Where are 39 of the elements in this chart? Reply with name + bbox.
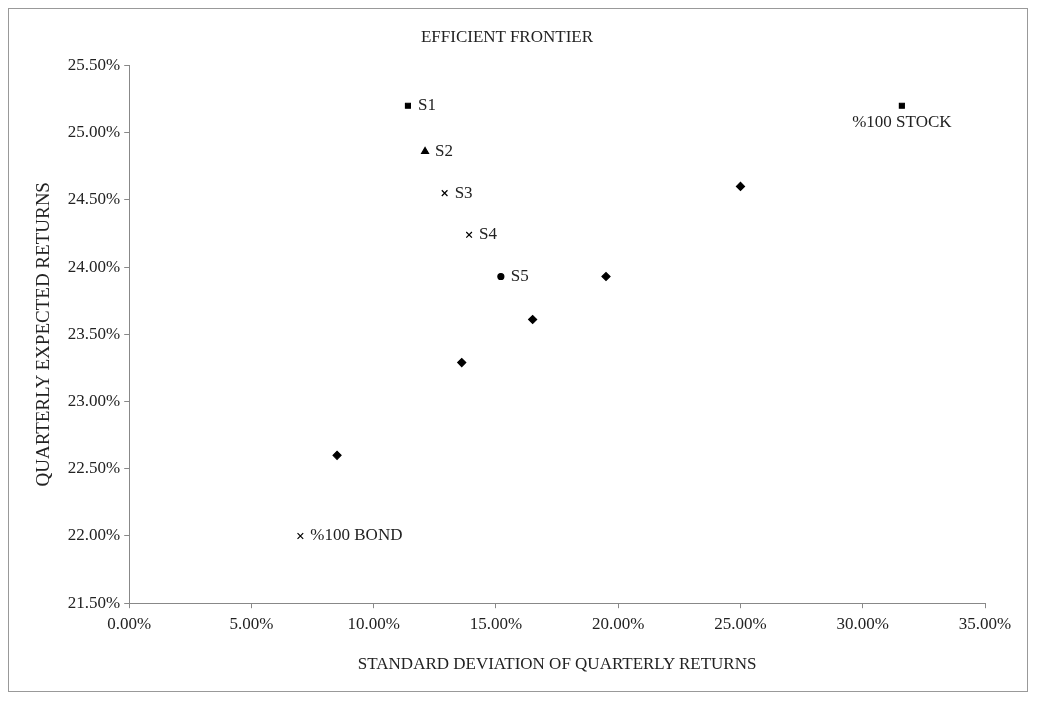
point <box>898 102 905 109</box>
series-label: S5 <box>510 265 529 285</box>
series-label: S4 <box>479 224 498 244</box>
point <box>296 532 304 540</box>
point <box>601 271 611 282</box>
y-axis-title: QUARTERLY EXPECTED RETURNS <box>32 182 54 487</box>
series-label: %100 STOCK <box>852 111 953 131</box>
series-label: S2 <box>435 140 454 160</box>
point <box>421 146 430 155</box>
point <box>528 314 538 325</box>
point <box>404 102 412 109</box>
x-tick-label: 35.00% <box>958 613 1012 633</box>
y-tick-label: 25.00% <box>67 122 121 142</box>
y-tick-label: 22.00% <box>67 525 121 545</box>
y-tick-label: 25.50% <box>67 54 121 74</box>
x-tick-label: 20.00% <box>592 613 645 633</box>
x-tick-label: 30.00% <box>836 613 889 633</box>
series-label: S3 <box>454 182 473 202</box>
y-tick-label: 23.50% <box>67 323 121 343</box>
y-tick-label: 22.50% <box>67 458 121 478</box>
x-tick-label: 25.00% <box>714 613 767 633</box>
point <box>457 357 467 368</box>
series-label: S1 <box>417 95 436 115</box>
point <box>441 189 449 197</box>
x-tick-label: 5.00% <box>229 613 274 633</box>
y-tick-label: 21.50% <box>67 592 121 612</box>
point <box>497 272 505 281</box>
y-tick-label: 24.00% <box>67 256 121 276</box>
x-tick-label: 0.00% <box>107 613 152 633</box>
y-tick-label: 24.50% <box>67 189 121 209</box>
point <box>332 450 342 460</box>
series-label: %100 BOND <box>310 525 403 545</box>
point <box>465 231 473 239</box>
chart-title: EFFICIENT FRONTIER <box>420 26 594 46</box>
x-tick-label: 15.00% <box>469 613 523 633</box>
y-tick-label: 23.00% <box>67 390 121 410</box>
x-tick-label: 10.00% <box>347 613 400 633</box>
x-axis-title: STANDARD DEVIATION OF QUARTERLY RETURNS <box>357 654 757 674</box>
point <box>735 181 746 192</box>
